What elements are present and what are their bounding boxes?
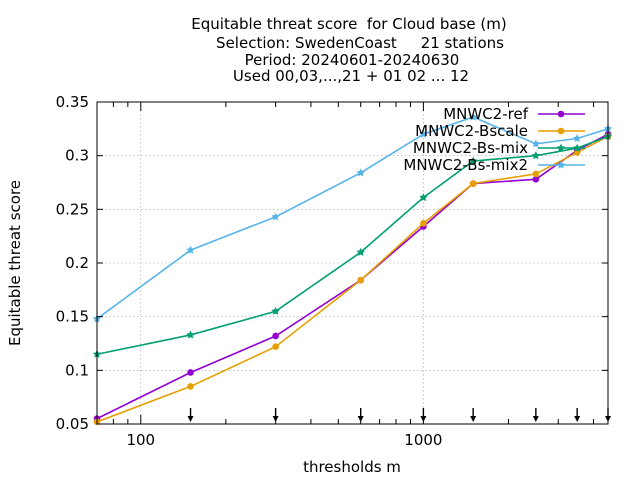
- axis-ticks: 0.05 0.1 0.15 0.2 0.25 0.3 0.35 100 1000: [56, 93, 608, 449]
- series-lines: [92, 112, 613, 426]
- y-tick-label: 0.15: [56, 308, 89, 326]
- y-tick-label: 0.2: [65, 254, 89, 272]
- data-point: [356, 247, 365, 256]
- grid-lines: [97, 102, 608, 424]
- data-point: [532, 175, 540, 183]
- threshold-arrow-head: [187, 416, 194, 422]
- x-tick-label: 1000: [404, 431, 442, 449]
- series-line: [96, 135, 609, 356]
- x-tick-label: 100: [126, 431, 155, 449]
- y-tick-label: 0.25: [56, 200, 89, 218]
- legend-label: MNWC2-Bscale: [415, 122, 528, 140]
- data-point: [357, 276, 364, 284]
- threshold-arrow-head: [574, 416, 581, 422]
- data-point: [468, 112, 478, 121]
- data-point: [187, 369, 194, 376]
- data-point: [531, 139, 541, 148]
- data-point: [531, 151, 541, 160]
- data-point: [556, 143, 566, 152]
- data-point: [419, 193, 428, 202]
- y-axis-label: Equitable threat score: [6, 180, 24, 346]
- title-line-4: Used 00,03,...,21 + 01 02 ... 12: [232, 67, 470, 85]
- data-point: [272, 332, 279, 340]
- data-point: [186, 330, 195, 339]
- data-point: [272, 343, 279, 351]
- legend: MNWC2-refMNWC2-BscaleMNWC2-Bs-mixMNWC2-B…: [403, 105, 585, 174]
- data-point: [186, 245, 195, 254]
- x-axis-label: thresholds m: [303, 458, 401, 476]
- legend-label: MNWC2-Bs-mix2: [403, 156, 528, 174]
- series-3: [92, 112, 613, 323]
- legend-label: MNWC2-ref: [443, 105, 528, 123]
- title-line-3: Period: 20240601-20240630: [244, 51, 460, 69]
- data-point: [420, 219, 427, 227]
- data-point: [556, 160, 566, 169]
- data-point: [356, 168, 365, 177]
- title-line-2: Selection: SwedenCoast 21 stations: [216, 34, 504, 52]
- y-tick-label: 0.35: [56, 93, 89, 111]
- data-point: [557, 110, 565, 118]
- data-point: [572, 134, 582, 143]
- threshold-arrow-head: [532, 416, 539, 422]
- y-tick-label: 0.05: [56, 415, 89, 433]
- data-point: [187, 383, 194, 390]
- series-2: [92, 131, 613, 358]
- title-line-1: Equitable threat score for Cloud base (m…: [191, 15, 507, 33]
- data-point: [271, 306, 280, 315]
- data-point: [468, 156, 478, 165]
- legend-label: MNWC2-Bs-mix: [413, 139, 528, 157]
- data-point: [419, 129, 428, 138]
- series-line: [96, 116, 609, 320]
- data-point: [532, 170, 540, 178]
- data-point: [557, 127, 565, 135]
- threshold-arrow-head: [470, 416, 477, 422]
- y-tick-label: 0.1: [65, 361, 89, 379]
- y-tick-label: 0.3: [65, 147, 89, 165]
- threshold-markers: [187, 408, 611, 422]
- data-point: [271, 212, 280, 221]
- data-point: [469, 180, 477, 187]
